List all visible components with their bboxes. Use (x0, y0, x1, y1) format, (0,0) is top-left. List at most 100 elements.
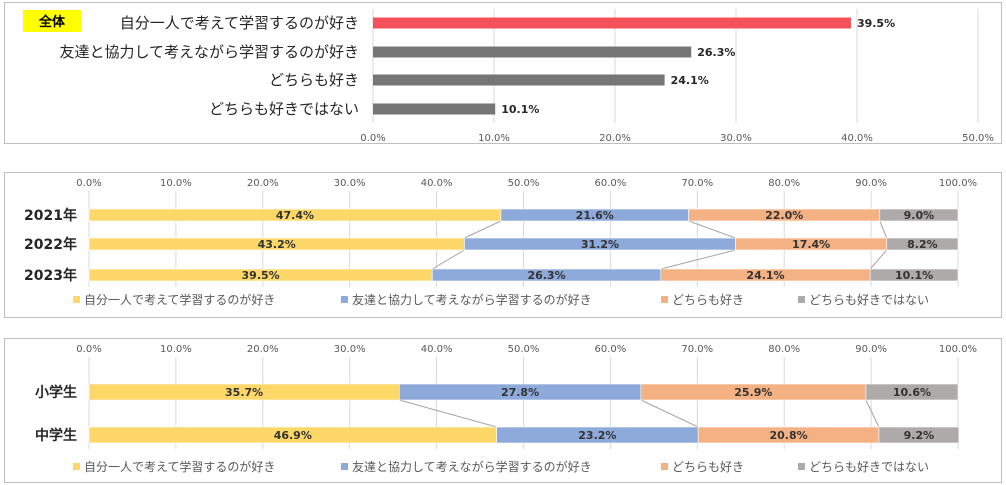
x-tick-label: 30.0% (334, 178, 366, 189)
x-tick-label: 50.0% (508, 178, 540, 189)
category-label: 自分一人で考えて学習するのが好き (120, 14, 359, 32)
bar (373, 103, 496, 115)
series-connector (660, 249, 736, 270)
legend-entry: どちらも好き (672, 460, 744, 474)
data-label: 39.5% (242, 269, 280, 282)
series-connector (464, 220, 502, 239)
data-label: 24.1% (671, 74, 709, 87)
x-tick-label: 20.0% (247, 344, 279, 355)
legend-entry: 自分一人で考えて学習するのが好き (84, 292, 275, 307)
series-connector (879, 220, 888, 239)
legend-swatch (661, 463, 668, 470)
legend-swatch (661, 296, 668, 303)
chart-overall-panel: 0.0% 10.0% 20.0% 30.0% 40.0% 50.0% 全体 自分一人で考えて学… (4, 2, 1002, 144)
data-label: 26.3% (527, 269, 565, 282)
chart-by-year-panel: 0.0% 10.0% 20.0% 30.0% 40.0% 50.0% 60.0% 70.0% 8… (4, 172, 1002, 318)
bar-segment (886, 237, 959, 251)
series-connector (432, 249, 465, 270)
category-label: 2021年 (24, 207, 77, 224)
legend-swatch (798, 296, 805, 303)
data-label: 26.3% (697, 46, 735, 59)
category-label: 小学生 (35, 384, 77, 401)
x-tick-label: 80.0% (768, 178, 800, 189)
chart-overall: 0.0% 10.0% 20.0% 30.0% 40.0% 50.0% 全体 自分一人で考えて学… (23, 9, 994, 143)
data-label: 9.0% (904, 209, 935, 222)
data-label: 22.0% (765, 209, 803, 222)
data-label: 24.1% (746, 269, 784, 282)
x-tick-label: 40.0% (841, 133, 873, 143)
bar (373, 17, 851, 29)
bar-segment (865, 383, 959, 401)
data-label: 9.2% (904, 429, 935, 442)
x-tick-label: 10.0% (478, 133, 510, 143)
x-tick-label: 40.0% (421, 344, 453, 355)
data-label: 27.8% (501, 386, 539, 399)
legend-entry: どちらも好きではない (809, 293, 929, 307)
data-label: 46.9% (274, 429, 312, 442)
x-tick-label: 70.0% (681, 178, 713, 189)
data-label: 39.5% (857, 17, 895, 30)
x-tick-label: 100.0% (939, 344, 977, 355)
bar (373, 74, 665, 86)
legend-swatch (73, 463, 80, 470)
x-tick-label: 60.0% (595, 344, 627, 355)
x-tick-label: 70.0% (681, 344, 713, 355)
series-connector (688, 220, 736, 239)
data-label: 43.2% (258, 238, 296, 251)
data-label: 17.4% (792, 238, 830, 251)
bar (373, 46, 692, 58)
chart-by-school-panel: 0.0% 10.0% 20.0% 30.0% 40.0% 50.0% 60.0% 70.0% 8… (4, 338, 1002, 483)
data-label: 31.2% (581, 238, 619, 251)
data-label: 20.8% (769, 429, 807, 442)
category-label: 2022年 (24, 236, 77, 253)
x-tick-label: 0.0% (76, 344, 101, 355)
data-label: 21.6% (576, 209, 614, 222)
data-label: 10.1% (501, 103, 539, 116)
legend-swatch (341, 296, 348, 303)
category-label: どちらも好き (269, 71, 359, 89)
series-connector (865, 399, 880, 428)
x-tick-label: 100.0% (939, 178, 977, 189)
data-label: 23.2% (578, 429, 616, 442)
legend-entry: どちらも好きではない (809, 460, 929, 474)
series-connector (399, 399, 497, 428)
x-tick-label: 40.0% (421, 178, 453, 189)
x-tick-label: 0.0% (76, 178, 101, 189)
bar-segment (878, 426, 960, 444)
data-label: 35.7% (225, 386, 263, 399)
series-connector (869, 249, 888, 270)
badge-background (23, 10, 81, 32)
x-tick-label: 0.0% (360, 133, 385, 143)
x-tick-label: 50.0% (508, 344, 540, 355)
badge-label: 全体 (38, 14, 66, 30)
data-label: 10.6% (893, 386, 931, 399)
x-tick-label: 20.0% (599, 133, 631, 143)
x-tick-label: 10.0% (160, 344, 192, 355)
series-connector (640, 399, 699, 428)
chart-by-school: 0.0% 10.0% 20.0% 30.0% 40.0% 50.0% 60.0% 70.0% 8… (35, 344, 977, 474)
x-tick-label: 60.0% (595, 178, 627, 189)
x-tick-label: 80.0% (768, 344, 800, 355)
chart-by-year: 0.0% 10.0% 20.0% 30.0% 40.0% 50.0% 60.0% 70.0% 8… (24, 178, 977, 307)
category-label: 2023年 (24, 267, 77, 284)
bar-segment (879, 208, 959, 222)
x-tick-label: 90.0% (855, 344, 887, 355)
data-label: 25.9% (734, 386, 772, 399)
legend-swatch (798, 463, 805, 470)
legend-swatch (341, 463, 348, 470)
data-label: 8.2% (907, 238, 938, 251)
data-label: 47.4% (276, 209, 314, 222)
legend-entry: 友達と協力して考えながら学習するのが好き (352, 292, 592, 307)
data-label: 10.1% (895, 269, 933, 282)
legend-entry: どちらも好き (672, 293, 744, 307)
category-label: 友達と協力して考えながら学習するのが好き (59, 43, 359, 61)
legend-swatch (73, 296, 80, 303)
category-label: どちらも好きではない (209, 100, 359, 118)
x-tick-label: 50.0% (962, 133, 994, 143)
legend-entry: 友達と協力して考えながら学習するのが好き (352, 459, 592, 474)
legend-entry: 自分一人で考えて学習するのが好き (84, 459, 275, 474)
x-tick-label: 30.0% (334, 344, 366, 355)
x-tick-label: 90.0% (855, 178, 887, 189)
category-label: 中学生 (35, 427, 77, 444)
x-tick-label: 30.0% (720, 133, 752, 143)
